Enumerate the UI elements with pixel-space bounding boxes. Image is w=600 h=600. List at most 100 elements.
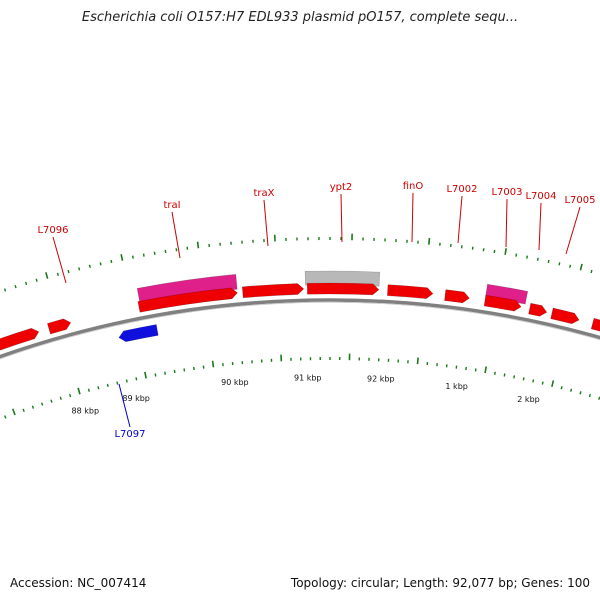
outer-tick	[35, 278, 38, 282]
inner-tick	[560, 386, 563, 390]
backbone-arc	[0, 298, 600, 359]
outer-tick	[428, 238, 431, 245]
outer-tick	[120, 254, 124, 261]
inner-tick	[22, 408, 25, 412]
gene-label: L7005	[564, 195, 595, 206]
outer-tick	[110, 259, 113, 264]
kbp-label: 90 kbp	[221, 378, 249, 387]
label-leader-line	[171, 211, 181, 259]
gene-label: ypt2	[330, 182, 353, 193]
inner-tick	[11, 408, 16, 416]
outer-tick	[196, 241, 200, 249]
outer-tick	[153, 251, 156, 255]
kbp-label: 2 kbp	[517, 395, 539, 404]
outer-tick	[88, 264, 91, 268]
gene-forward	[528, 302, 548, 317]
inner-tick	[513, 375, 516, 379]
gene-forward	[590, 317, 600, 332]
inner-tick	[154, 373, 157, 377]
kbp-label: 1 kbp	[445, 382, 467, 391]
outer-tick	[558, 262, 561, 266]
inner-tick	[31, 405, 35, 409]
inner-tick	[125, 379, 128, 383]
outer-tick	[590, 269, 593, 274]
gene-forward	[483, 294, 522, 312]
map-title: Escherichia coli O157:H7 EDL933 plasmid …	[81, 10, 519, 25]
backbone-highlight	[0, 301, 600, 360]
outer-tick	[67, 269, 70, 274]
gene-label: L7002	[446, 184, 477, 195]
gene-label: traX	[253, 188, 274, 199]
label-leader-line	[457, 195, 463, 244]
gene-label: finO	[403, 181, 424, 192]
inner-tick	[164, 371, 167, 375]
kbp-label: 91 kbp	[294, 373, 322, 382]
outer-tick	[24, 281, 28, 286]
inner-tick	[144, 371, 147, 379]
gene-forward	[550, 307, 580, 325]
outer-tick	[45, 272, 49, 279]
inner-tick	[522, 377, 525, 381]
label-leader-line	[538, 202, 542, 251]
outer-tick	[14, 284, 17, 289]
gene-forward	[46, 318, 72, 335]
outer-tick	[142, 253, 145, 257]
kbp-label: 88 kbp	[72, 407, 100, 416]
inner-tick	[97, 386, 100, 390]
inner-tick	[87, 388, 90, 392]
outer-tick	[515, 253, 518, 257]
outer-tick	[78, 267, 81, 271]
gene-label: L7097	[114, 429, 145, 440]
inner-tick	[4, 415, 7, 419]
gene-forward	[137, 287, 238, 313]
outer-tick	[131, 255, 134, 259]
outer-tick	[526, 255, 529, 259]
outer-tick	[536, 257, 539, 261]
label-leader-line	[118, 383, 131, 428]
gene-forward	[444, 289, 470, 304]
outer-tick	[99, 262, 102, 266]
inner-tick	[551, 380, 555, 388]
inner-tick	[77, 387, 81, 395]
gene-label: L7096	[37, 225, 68, 236]
gene-forward	[387, 284, 434, 299]
gene-label: traI	[163, 200, 180, 211]
outer-tick	[56, 272, 59, 276]
label-leader-line	[340, 193, 343, 243]
label-leader-line	[565, 206, 581, 255]
gene-forward	[306, 282, 380, 296]
inner-tick	[570, 388, 573, 392]
label-leader-line	[263, 199, 269, 247]
accession-text: Accession: NC_007414	[10, 576, 147, 590]
inner-tick	[135, 377, 138, 381]
inner-tick	[484, 366, 487, 374]
inner-tick	[579, 391, 582, 395]
inner-tick	[541, 381, 544, 385]
gene-reverse	[118, 324, 159, 343]
kbp-label: 89 kbp	[122, 394, 150, 403]
inner-tick	[116, 381, 119, 385]
outer-tick	[569, 264, 572, 268]
inner-tick	[503, 373, 506, 377]
kbp-label: 92 kbp	[367, 374, 395, 383]
inner-tick	[532, 379, 535, 383]
inner-tick	[173, 369, 176, 374]
label-leader-line	[52, 236, 67, 284]
gene-label: L7004	[525, 191, 556, 202]
inner-tick	[588, 393, 591, 398]
label-leader-line	[411, 192, 414, 243]
gene-label: L7003	[491, 187, 522, 198]
gene-forward	[0, 327, 40, 351]
inner-tick	[41, 402, 44, 406]
inner-tick	[59, 396, 62, 400]
outer-tick	[547, 259, 550, 264]
gene-forward	[241, 283, 305, 299]
outer-tick	[3, 288, 7, 292]
inner-tick	[69, 393, 72, 398]
label-leader-line	[505, 198, 508, 248]
inner-tick	[106, 383, 109, 388]
inner-tick	[211, 360, 215, 368]
inner-tick	[50, 399, 53, 403]
inner-tick	[493, 371, 496, 375]
